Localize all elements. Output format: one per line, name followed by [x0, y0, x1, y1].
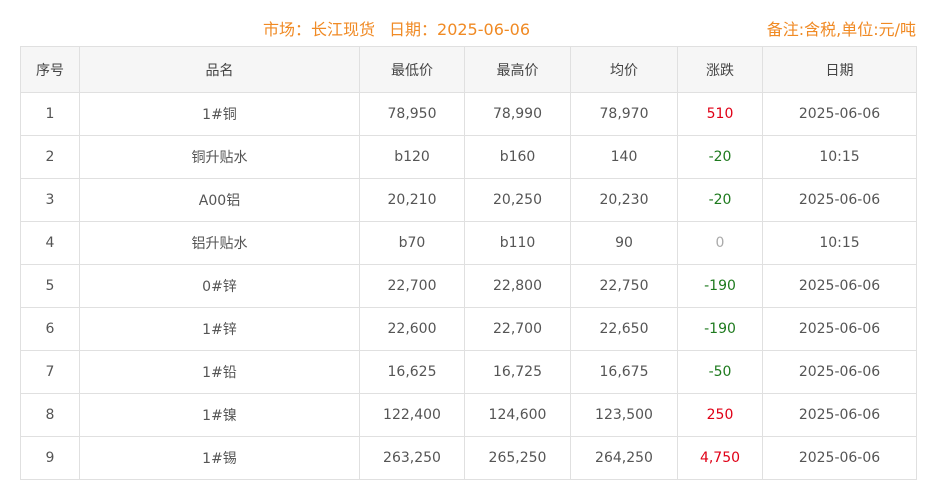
table-row: 9 1#锡 263,250 265,250 264,250 4,750 2025-06-06 [20, 436, 917, 480]
price-change: 510 [677, 92, 763, 136]
high-price: 22,700 [464, 307, 571, 351]
price-change: 250 [677, 393, 763, 437]
low-price: 78,950 [359, 92, 465, 136]
product-name: 1#锌 [79, 307, 360, 351]
market-title: 市场：长江现货 日期：2025-06-06 [263, 16, 544, 40]
high-price: 265,250 [464, 436, 571, 480]
col-header-change: 涨跌 [677, 46, 763, 93]
high-price: 78,990 [464, 92, 571, 136]
avg-price: 22,650 [570, 307, 678, 351]
price-change: -20 [677, 135, 763, 179]
unit-note: 备注:含税,单位:元/吨 [766, 20, 916, 39]
table-row: 1 1#铜 78,950 78,990 78,970 510 2025-06-06 [20, 92, 917, 136]
row-number: 8 [20, 393, 80, 437]
low-price: 20,210 [359, 178, 465, 222]
avg-price: 140 [570, 135, 678, 179]
date-label: 日期：2025-06-06 [389, 20, 531, 39]
price-change: -190 [677, 307, 763, 351]
avg-price: 90 [570, 221, 678, 265]
row-number: 7 [20, 350, 80, 394]
page-header: 市场：长江现货 日期：2025-06-06 备注:含税,单位:元/吨 [0, 0, 941, 47]
table-row: 8 1#镍 122,400 124,600 123,500 250 2025-06-06 [20, 393, 917, 437]
col-header-date: 日期 [762, 46, 917, 93]
col-header-high: 最高价 [464, 46, 571, 93]
market-label: 市场：长江现货 [263, 20, 376, 39]
row-date: 2025-06-06 [762, 264, 917, 308]
low-price: 16,625 [359, 350, 465, 394]
product-name: 0#锌 [79, 264, 360, 308]
product-name: A00铝 [79, 178, 360, 222]
product-name: 1#铜 [79, 92, 360, 136]
high-price: 124,600 [464, 393, 571, 437]
row-date: 10:15 [762, 221, 917, 265]
row-date: 2025-06-06 [762, 307, 917, 351]
row-date: 10:15 [762, 135, 917, 179]
low-price: 22,600 [359, 307, 465, 351]
table-row: 3 A00铝 20,210 20,250 20,230 -20 2025-06-06 [20, 178, 917, 222]
price-change: -190 [677, 264, 763, 308]
low-price: b120 [359, 135, 465, 179]
row-number: 6 [20, 307, 80, 351]
table-row: 5 0#锌 22,700 22,800 22,750 -190 2025-06-06 [20, 264, 917, 308]
high-price: 22,800 [464, 264, 571, 308]
col-header-no: 序号 [20, 46, 80, 93]
table-row: 7 1#铅 16,625 16,725 16,675 -50 2025-06-06 [20, 350, 917, 394]
row-number: 1 [20, 92, 80, 136]
table-row: 2 铜升贴水 b120 b160 140 -20 10:15 [20, 135, 917, 179]
price-change: -20 [677, 178, 763, 222]
col-header-low: 最低价 [359, 46, 465, 93]
product-name: 1#铅 [79, 350, 360, 394]
price-table: 序号 品名 最低价 最高价 均价 涨跌 日期 1 1#铜 78,950 78,990 7… [20, 46, 917, 480]
row-date: 2025-06-06 [762, 350, 917, 394]
avg-price: 123,500 [570, 393, 678, 437]
avg-price: 22,750 [570, 264, 678, 308]
low-price: b70 [359, 221, 465, 265]
high-price: 20,250 [464, 178, 571, 222]
high-price: b160 [464, 135, 571, 179]
col-header-avg: 均价 [570, 46, 678, 93]
row-number: 3 [20, 178, 80, 222]
product-name: 1#锡 [79, 436, 360, 480]
low-price: 263,250 [359, 436, 465, 480]
price-change: 0 [677, 221, 763, 265]
col-header-name: 品名 [79, 46, 360, 93]
product-name: 铜升贴水 [79, 135, 360, 179]
product-name: 1#镍 [79, 393, 360, 437]
row-date: 2025-06-06 [762, 92, 917, 136]
low-price: 22,700 [359, 264, 465, 308]
price-change: -50 [677, 350, 763, 394]
row-date: 2025-06-06 [762, 436, 917, 480]
high-price: 16,725 [464, 350, 571, 394]
table-row: 4 铝升贴水 b70 b110 90 0 10:15 [20, 221, 917, 265]
table-row: 6 1#锌 22,600 22,700 22,650 -190 2025-06-06 [20, 307, 917, 351]
row-number: 4 [20, 221, 80, 265]
avg-price: 264,250 [570, 436, 678, 480]
row-date: 2025-06-06 [762, 393, 917, 437]
avg-price: 78,970 [570, 92, 678, 136]
row-number: 9 [20, 436, 80, 480]
row-date: 2025-06-06 [762, 178, 917, 222]
low-price: 122,400 [359, 393, 465, 437]
avg-price: 16,675 [570, 350, 678, 394]
product-name: 铝升贴水 [79, 221, 360, 265]
price-change: 4,750 [677, 436, 763, 480]
row-number: 5 [20, 264, 80, 308]
row-number: 2 [20, 135, 80, 179]
table-header-row: 序号 品名 最低价 最高价 均价 涨跌 日期 [20, 46, 917, 93]
high-price: b110 [464, 221, 571, 265]
avg-price: 20,230 [570, 178, 678, 222]
